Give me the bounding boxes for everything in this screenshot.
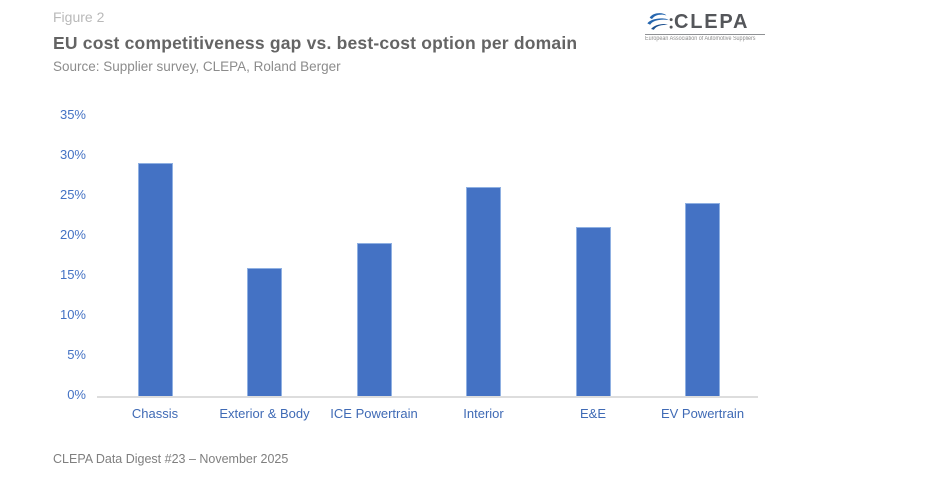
clepa-logo-text: CLEPA <box>674 10 750 33</box>
x-axis-category-label: Chassis <box>131 406 179 421</box>
y-axis-tick-label: 15% <box>59 267 86 282</box>
bar-e-e <box>575 227 611 396</box>
bar-ice-powertrain <box>356 243 392 396</box>
figure-label: Figure 2 <box>53 9 105 25</box>
page-title: EU cost competitiveness gap vs. best-cos… <box>53 33 578 53</box>
bar-chassis <box>137 163 173 396</box>
y-axis-tick-label: 5% <box>67 347 86 362</box>
bar-ev-powertrain <box>685 203 720 396</box>
x-axis-category-label: EV Powertrain <box>660 406 745 421</box>
y-axis-tick-label: 35% <box>59 107 86 122</box>
clepa-logo-divider <box>645 34 765 35</box>
y-axis-tick-label: 20% <box>59 227 86 242</box>
source-line: Source: Supplier survey, CLEPA, Roland B… <box>53 59 341 74</box>
chart-baseline <box>97 396 758 398</box>
x-axis-category-label: E&E <box>579 406 606 421</box>
clepa-swirl-icon <box>645 11 673 32</box>
footer-note: CLEPA Data Digest #23 – November 2025 <box>53 452 289 466</box>
y-axis-tick-label: 0% <box>67 387 86 402</box>
bar-interior <box>466 187 501 396</box>
y-axis-tick-label: 25% <box>59 187 86 202</box>
bar-exterior-body <box>247 268 282 396</box>
clepa-logo-tagline: European Association of Automotive Suppl… <box>645 36 756 42</box>
y-axis-tick-label: 10% <box>59 307 86 322</box>
y-axis-tick-label: 30% <box>59 147 86 162</box>
x-axis-category-label: Exterior & Body <box>219 406 310 421</box>
clepa-logo: CLEPA European Association of Automotive… <box>645 11 765 42</box>
clepa-logo-row: CLEPA <box>645 11 765 32</box>
x-axis-category-label: Interior <box>463 406 504 421</box>
x-axis-category-label: ICE Powertrain <box>330 406 418 421</box>
